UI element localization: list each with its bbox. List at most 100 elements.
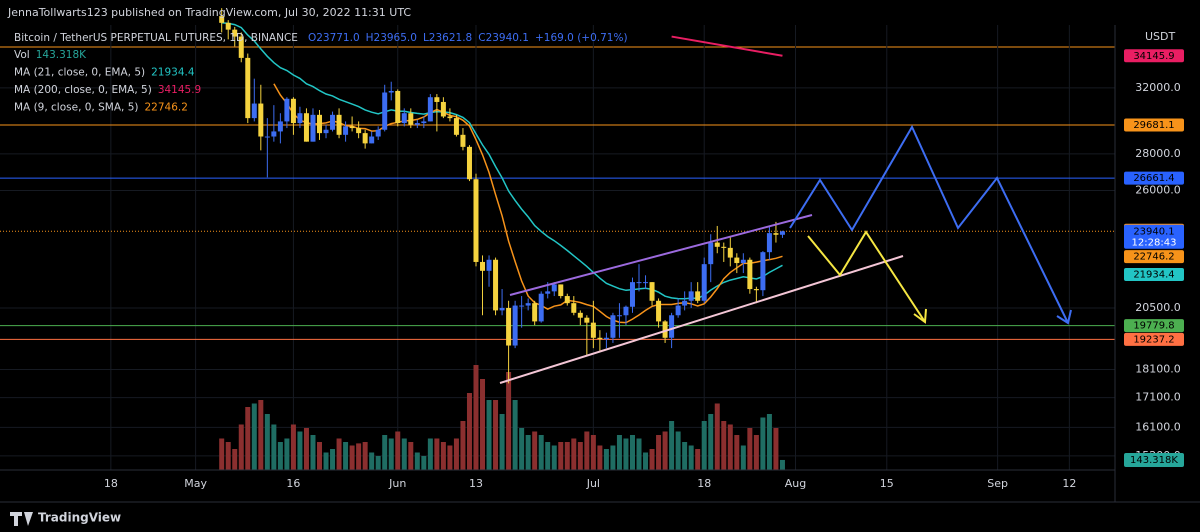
candle-body: [740, 259, 746, 264]
candle-body: [375, 129, 381, 137]
volume-bar: [414, 452, 420, 470]
volume-bar: [317, 442, 323, 470]
candle-body: [343, 126, 349, 135]
candle-body: [662, 321, 668, 338]
volume-bar: [343, 442, 349, 470]
y-tick-label: 26000.0: [1135, 183, 1181, 196]
volume-bar: [721, 421, 727, 470]
candle-body: [480, 261, 486, 271]
volume-bar: [695, 449, 701, 470]
candle-body: [643, 282, 649, 284]
candle-body: [721, 246, 727, 248]
candle-body: [303, 113, 309, 142]
volume-bar: [499, 414, 505, 470]
x-tick-label: 16: [286, 477, 300, 490]
arrow-head: [1056, 309, 1072, 325]
volume-bar: [303, 428, 309, 470]
x-tick-label: Aug: [785, 477, 806, 490]
volume-bar: [225, 442, 231, 470]
change: +169.0 (+0.71%): [535, 32, 628, 44]
volume-bar: [656, 435, 662, 470]
price-tag: [1124, 250, 1184, 264]
candle-body: [616, 315, 622, 317]
ohlc-value: H23965.0: [366, 32, 417, 44]
candle-body: [779, 231, 785, 235]
volume-bar: [323, 452, 329, 470]
candle-body: [277, 121, 283, 132]
volume-bar: [558, 442, 564, 470]
y-tick-label: 16100.0: [1135, 420, 1181, 433]
volume-bar: [473, 365, 479, 470]
price-tag-label: 29681.1: [1133, 120, 1174, 131]
volume-bar: [708, 414, 714, 470]
axis-title: USDT: [1145, 30, 1176, 43]
volume-bar: [714, 403, 720, 470]
volume-bar: [649, 449, 655, 470]
moving-average: [221, 22, 783, 300]
moving-average: [671, 35, 783, 57]
x-tick-label: 12: [1062, 477, 1076, 490]
y-tick-label: 32000.0: [1135, 81, 1181, 94]
candle-body: [297, 113, 303, 124]
price-tag-label: 22746.2: [1133, 252, 1174, 263]
x-tick-label: May: [184, 477, 207, 490]
candle-body: [688, 291, 694, 301]
volume-bar: [460, 421, 466, 470]
volume-bar: [401, 438, 407, 470]
volume-bar: [434, 438, 440, 470]
candle-body: [506, 307, 512, 346]
volume-bar: [238, 424, 244, 470]
volume-bar: [734, 435, 740, 470]
volume-tag-label: 143.318K: [1130, 455, 1178, 466]
candle-body: [532, 303, 538, 322]
candle-body: [682, 300, 688, 306]
price-tag-label: 26661.4: [1133, 173, 1174, 184]
candle-body: [669, 315, 675, 338]
volume-bar: [466, 393, 472, 470]
candle-body: [447, 116, 453, 119]
candle-body: [251, 103, 257, 119]
volume-bar: [362, 442, 368, 470]
volume-bar: [264, 414, 270, 470]
candle-body: [760, 252, 766, 291]
price-tag-label: 19237.2: [1133, 334, 1174, 345]
candle-body: [362, 133, 368, 144]
volume-bar: [512, 400, 518, 470]
volume-bar: [682, 442, 688, 470]
candle-body: [584, 317, 590, 323]
price-tag: [1124, 118, 1184, 132]
candle-body: [232, 29, 238, 37]
volume-bar: [480, 379, 486, 470]
candle-body: [388, 90, 394, 93]
candle-body: [453, 118, 459, 135]
candle-body: [356, 128, 362, 134]
volume-bar: [603, 449, 609, 470]
candle-body: [271, 131, 277, 137]
y-tick-label: 17100.0: [1135, 391, 1181, 404]
ohlc-value: C23940.1: [478, 32, 529, 44]
axis-labels: 32000.0 28000.0 26000.0 20500.0 18100.0 17100…: [104, 49, 1184, 490]
legend: Bitcoin / TetherUS PERPETUAL FUTURES, 1D…: [14, 32, 628, 114]
volume-bar: [369, 452, 375, 470]
volume-bar: [571, 438, 577, 470]
candle-body: [382, 92, 388, 130]
volume-bar: [525, 435, 531, 470]
candle-body: [603, 337, 609, 340]
candle-body: [245, 57, 251, 119]
volume-bar: [408, 442, 414, 470]
x-tick-label: Jul: [586, 477, 600, 490]
legend-value: 34145.9: [158, 84, 201, 96]
volume-bar: [747, 428, 753, 470]
x-tick-label: 18: [697, 477, 711, 490]
volume-bar: [486, 400, 492, 470]
volume-bar: [688, 445, 694, 470]
candle-body: [714, 242, 720, 247]
volume-bar: [453, 438, 459, 470]
volume-bar: [277, 442, 283, 470]
volume-bar: [629, 435, 635, 470]
candle-body: [284, 98, 290, 122]
volume-bar: [766, 414, 772, 470]
legend-value: 22746.2: [144, 102, 187, 114]
candle-body: [551, 284, 557, 292]
volume-bar: [597, 445, 603, 470]
